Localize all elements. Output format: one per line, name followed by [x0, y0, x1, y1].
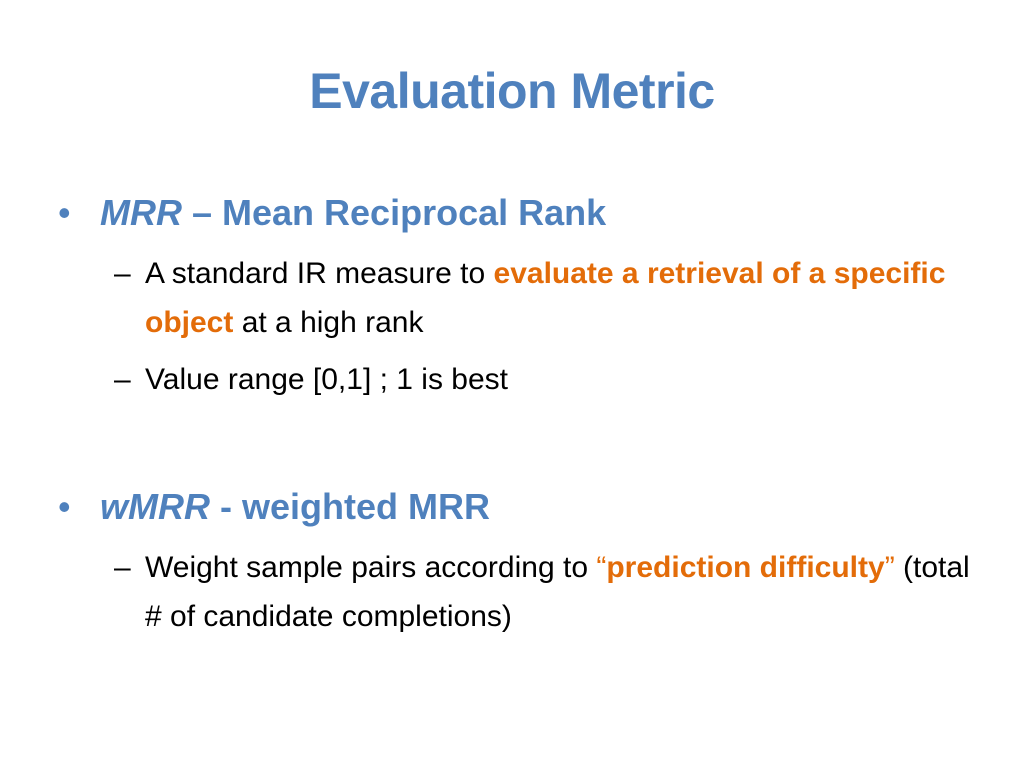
subbullet-text: A standard IR measure to evaluate a retr… — [114, 249, 974, 347]
bullet-dot-icon: • — [58, 486, 71, 527]
subbullet-text-b: (total # of candidate completions) — [145, 551, 970, 633]
bullet-heading: Mean Reciprocal Rank — [222, 192, 607, 233]
subbullet-text: Weight sample pairs according to “predic… — [114, 543, 974, 641]
bullet-mrr: • MRR – Mean Reciprocal Rank — [58, 191, 606, 235]
subbullet-weight-pairs: – Weight sample pairs according to “pred… — [114, 543, 974, 641]
subbullet-text: Value range [0,1] ; 1 is best — [145, 363, 509, 396]
subbullet-highlight: evaluate a retrieval of a specific objec… — [145, 257, 946, 339]
subbullet-standard-ir: – A standard IR measure to evaluate a re… — [114, 249, 974, 347]
subbullet-value-range: – Value range [0,1] ; 1 is best — [114, 355, 974, 404]
bullet-separator: - — [210, 486, 242, 527]
open-quote: “ — [596, 551, 607, 584]
bullet-term: wMRR — [100, 486, 210, 527]
bullet-term: MRR — [100, 192, 182, 233]
dash-icon: – — [114, 551, 131, 584]
close-quote: ” — [884, 551, 895, 584]
bullet-dot-icon: • — [58, 192, 71, 233]
bullet-wmrr: • wMRR - weighted MRR — [58, 485, 490, 529]
subbullet-text-a: Weight sample pairs according to — [145, 551, 597, 584]
dash-icon: – — [114, 257, 131, 290]
subbullet-highlight: prediction difficulty — [606, 551, 885, 584]
bullet-separator: – — [181, 192, 223, 233]
bullet-heading: weighted MRR — [242, 486, 490, 527]
subbullet-text-b: at a high rank — [233, 306, 424, 339]
slide-title: Evaluation Metric — [309, 63, 715, 119]
dash-icon: – — [114, 363, 131, 396]
subbullet-text-a: A standard IR measure to — [145, 257, 494, 290]
